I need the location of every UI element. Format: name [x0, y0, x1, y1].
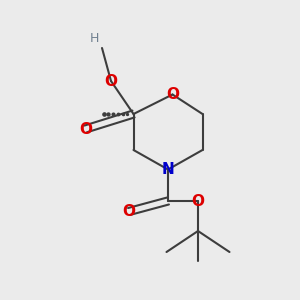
Text: O: O	[79, 122, 92, 136]
Text: O: O	[104, 74, 118, 88]
Text: O: O	[191, 194, 205, 208]
Text: O: O	[122, 204, 136, 219]
Text: N: N	[162, 162, 174, 177]
Text: O: O	[166, 87, 179, 102]
Text: H: H	[90, 32, 99, 45]
